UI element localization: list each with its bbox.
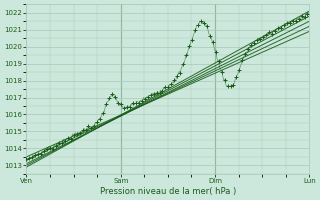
X-axis label: Pression niveau de la mer( hPa ): Pression niveau de la mer( hPa ) (100, 187, 236, 196)
